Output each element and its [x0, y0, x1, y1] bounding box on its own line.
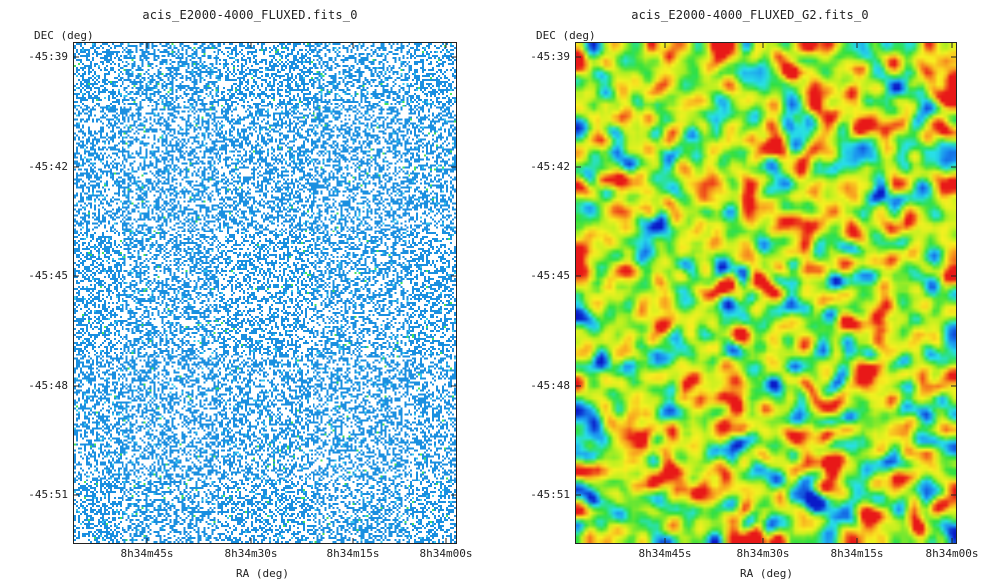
right-panel: acis_E2000-4000_FLUXED_G2.fits_0 DEC (de… — [500, 0, 1000, 587]
left-panel: acis_E2000-4000_FLUXED.fits_0 DEC (deg) … — [28, 8, 473, 580]
chart-title: acis_E2000-4000_FLUXED.fits_0 — [142, 8, 358, 22]
x-tick-label: 8h34m00s — [419, 547, 473, 560]
y-tick-label: -45:42 — [530, 160, 570, 173]
x-axis-label: RA (deg) — [236, 567, 289, 580]
heatmap-image — [74, 43, 456, 543]
y-tick-label: -45:51 — [530, 488, 570, 501]
x-tick-label: 8h34m15s — [326, 547, 380, 560]
x-tick-label: 8h34m30s — [736, 547, 790, 560]
y-tick-label: -45:45 — [530, 269, 570, 282]
x-axis-label: RA (deg) — [740, 567, 793, 580]
y-axis-label: DEC (deg) — [34, 29, 94, 42]
x-tick-label: 8h34m45s — [638, 547, 692, 560]
y-tick-label: -45:39 — [530, 50, 570, 63]
y-tick-label: -45:45 — [28, 269, 68, 282]
x-tick-label: 8h34m15s — [830, 547, 884, 560]
chart-title: acis_E2000-4000_FLUXED_G2.fits_0 — [631, 8, 869, 22]
heatmap-plot-area[interactable] — [575, 42, 957, 544]
x-tick-label: 8h34m00s — [925, 547, 979, 560]
y-tick-label: -45:48 — [530, 379, 570, 392]
x-tick-label: 8h34m45s — [120, 547, 174, 560]
y-axis-label: DEC (deg) — [536, 29, 596, 42]
y-tick-label: -45:39 — [28, 50, 68, 63]
heatmap-plot-area[interactable] — [73, 42, 457, 544]
y-tick-label: -45:51 — [28, 488, 68, 501]
x-tick-label: 8h34m30s — [224, 547, 278, 560]
heatmap-image — [576, 43, 956, 543]
y-tick-label: -45:42 — [28, 160, 68, 173]
y-tick-label: -45:48 — [28, 379, 68, 392]
